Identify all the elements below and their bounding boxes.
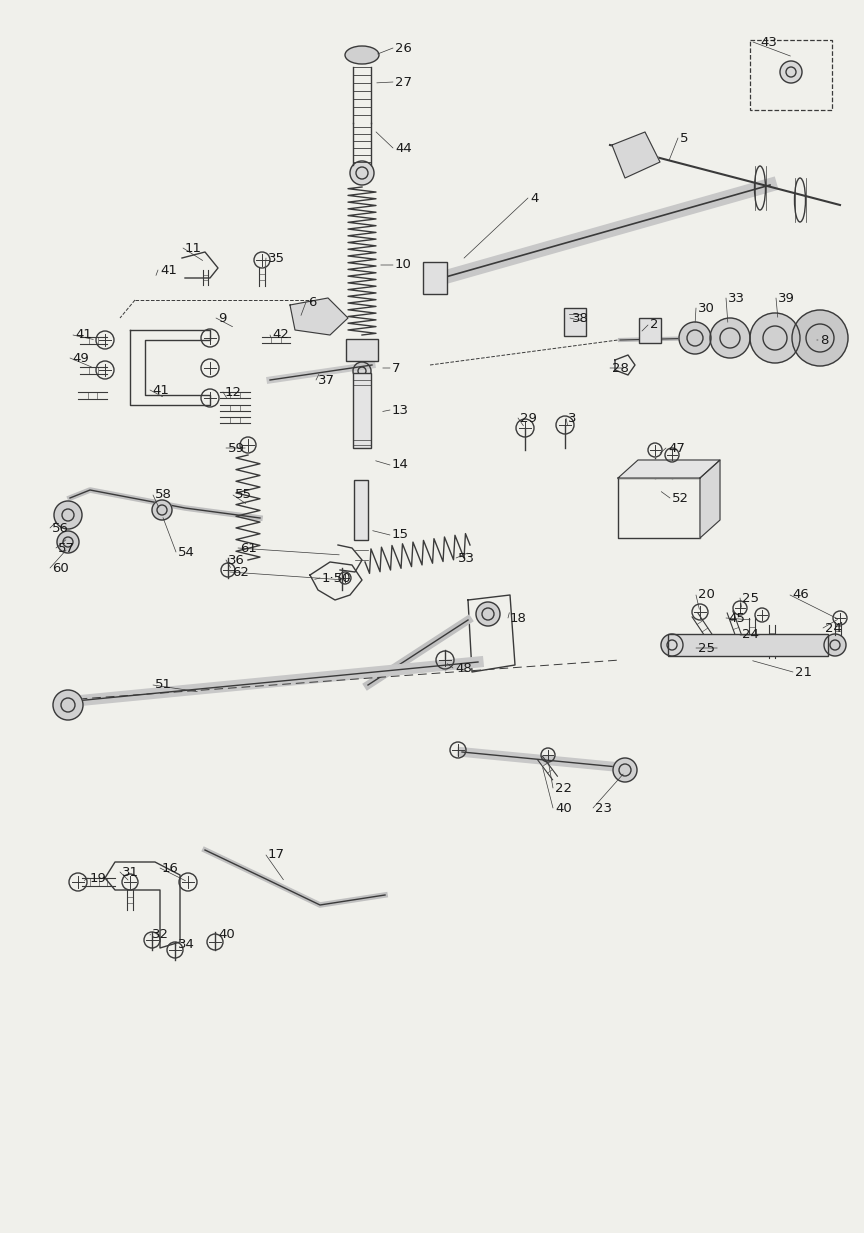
Circle shape: [152, 501, 172, 520]
Text: 56: 56: [52, 522, 69, 534]
Bar: [423, 261, 447, 293]
Circle shape: [710, 318, 750, 358]
Polygon shape: [612, 132, 660, 178]
Ellipse shape: [345, 46, 379, 64]
Circle shape: [476, 602, 500, 626]
Text: 37: 37: [318, 374, 335, 386]
Text: 13: 13: [392, 403, 409, 417]
Text: 32: 32: [152, 928, 169, 942]
Text: 3: 3: [568, 412, 576, 424]
Text: 55: 55: [235, 488, 252, 502]
Text: 4: 4: [530, 191, 538, 205]
Text: 42: 42: [272, 328, 289, 342]
Text: 16: 16: [162, 862, 179, 874]
Text: 40: 40: [218, 928, 235, 942]
Text: 28: 28: [612, 361, 629, 375]
Text: 9: 9: [218, 312, 226, 324]
Text: 26: 26: [395, 42, 412, 54]
Text: 41: 41: [152, 383, 168, 397]
Text: 45: 45: [728, 612, 745, 624]
Text: 41: 41: [160, 264, 177, 276]
Text: 1·50: 1·50: [322, 572, 352, 584]
Text: 10: 10: [395, 259, 412, 271]
Text: 6: 6: [308, 296, 316, 308]
Circle shape: [750, 313, 800, 363]
Text: 38: 38: [572, 312, 589, 324]
Circle shape: [824, 634, 846, 656]
Text: 36: 36: [228, 554, 245, 566]
Bar: [564, 308, 586, 337]
Text: 47: 47: [668, 441, 685, 455]
Text: 52: 52: [672, 492, 689, 504]
Text: 48: 48: [455, 661, 472, 674]
Text: 60: 60: [52, 561, 69, 575]
Text: 61: 61: [240, 541, 257, 555]
Text: 35: 35: [268, 252, 285, 265]
Circle shape: [350, 162, 374, 185]
Bar: [668, 634, 828, 656]
Text: 8: 8: [820, 333, 829, 346]
Circle shape: [780, 60, 802, 83]
Text: 58: 58: [155, 488, 172, 502]
Text: 39: 39: [778, 291, 795, 305]
Text: 22: 22: [555, 782, 572, 794]
Text: 19: 19: [90, 872, 107, 884]
Text: 24: 24: [742, 629, 759, 641]
Text: 31: 31: [122, 866, 139, 878]
Text: 14: 14: [392, 459, 409, 471]
Bar: [750, 39, 832, 110]
Text: 24: 24: [825, 621, 842, 635]
Text: 30: 30: [698, 302, 715, 314]
Text: 33: 33: [728, 291, 745, 305]
Text: 34: 34: [178, 938, 195, 952]
Text: 7: 7: [392, 361, 401, 375]
Bar: [354, 480, 368, 540]
Text: 21: 21: [795, 666, 812, 678]
Text: 51: 51: [155, 678, 172, 692]
Text: 46: 46: [792, 588, 809, 602]
Circle shape: [57, 531, 79, 552]
Circle shape: [53, 690, 83, 720]
Text: 53: 53: [458, 551, 475, 565]
Text: 15: 15: [392, 529, 409, 541]
Circle shape: [54, 501, 82, 529]
Bar: [346, 339, 378, 361]
Circle shape: [661, 634, 683, 656]
Circle shape: [679, 322, 711, 354]
Circle shape: [792, 309, 848, 366]
Text: 25: 25: [742, 592, 759, 604]
Bar: [353, 372, 371, 448]
Text: 43: 43: [760, 36, 777, 48]
Text: 17: 17: [268, 848, 285, 862]
Text: 5: 5: [680, 132, 689, 144]
Text: 59: 59: [228, 441, 245, 455]
Circle shape: [613, 758, 637, 782]
Polygon shape: [618, 460, 720, 478]
Text: 25: 25: [698, 641, 715, 655]
Text: 62: 62: [232, 566, 249, 578]
Polygon shape: [290, 298, 348, 335]
Text: 12: 12: [225, 386, 242, 398]
Text: 11: 11: [185, 242, 202, 254]
Text: 41: 41: [75, 328, 92, 342]
Circle shape: [353, 363, 371, 380]
Text: 20: 20: [698, 588, 715, 602]
Polygon shape: [700, 460, 720, 538]
Text: 49: 49: [72, 351, 89, 365]
Text: 44: 44: [395, 142, 412, 154]
Text: 23: 23: [595, 801, 612, 815]
Bar: [639, 318, 661, 343]
Text: 54: 54: [178, 545, 195, 559]
Text: 57: 57: [58, 541, 75, 555]
Text: 40: 40: [555, 801, 572, 815]
Text: 27: 27: [395, 75, 412, 89]
Text: 29: 29: [520, 412, 537, 424]
Text: 18: 18: [510, 612, 527, 624]
Text: 2: 2: [650, 318, 658, 332]
